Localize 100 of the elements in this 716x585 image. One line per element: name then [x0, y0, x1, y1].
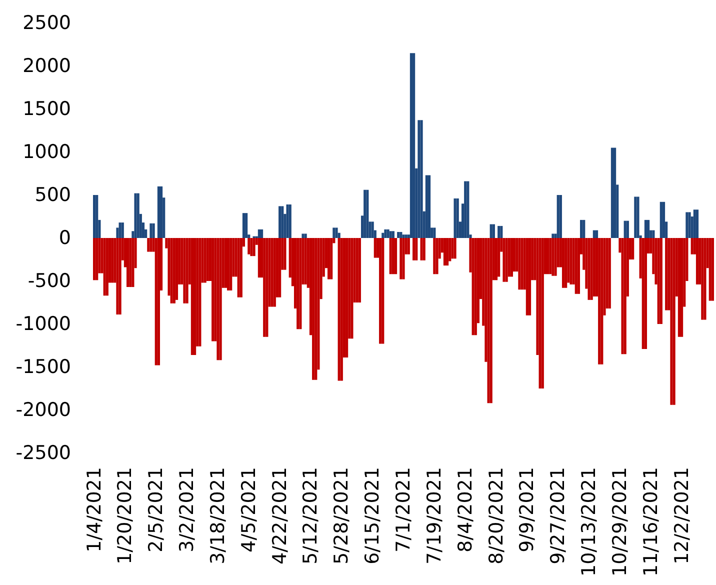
bar	[350, 238, 354, 339]
bar	[505, 238, 508, 282]
bar	[570, 238, 572, 284]
bar	[260, 229, 264, 238]
bar	[183, 238, 186, 304]
x-tick-label: 4/5/2021	[238, 467, 260, 552]
x-tick-label: 10/13/2021	[578, 467, 600, 577]
bar	[206, 238, 209, 281]
x-tick-label: 1/4/2021	[83, 467, 106, 552]
bar	[400, 238, 402, 280]
bar	[160, 186, 163, 238]
y-tick-label: 1000	[22, 141, 71, 163]
bar	[407, 238, 410, 254]
x-tick-label: 7/19/2021	[423, 467, 446, 564]
bar	[592, 230, 596, 238]
bar	[157, 238, 160, 366]
bar	[96, 195, 98, 238]
y-tick-label: 0	[58, 227, 71, 249]
bar	[402, 238, 405, 280]
bar	[564, 238, 568, 288]
bar	[126, 238, 130, 288]
bar	[332, 228, 336, 238]
bar	[245, 213, 248, 238]
bar	[296, 238, 300, 330]
bar	[212, 238, 214, 342]
bar	[121, 222, 124, 238]
bar	[693, 210, 696, 238]
bar	[588, 238, 590, 300]
bar	[657, 238, 660, 324]
bar	[446, 238, 449, 266]
bar	[498, 238, 500, 277]
bar	[312, 238, 315, 380]
bar	[273, 238, 276, 307]
bar	[286, 204, 289, 238]
y-tick-label: 1500	[22, 98, 71, 120]
bar	[420, 120, 423, 238]
bar	[190, 238, 194, 355]
bar	[686, 212, 688, 238]
y-tick-label: -1000	[16, 313, 71, 335]
bar	[708, 238, 712, 301]
bar	[425, 175, 428, 238]
bar	[614, 148, 616, 238]
bar	[492, 224, 495, 238]
bar	[632, 238, 634, 260]
bar	[384, 229, 387, 238]
bar	[538, 238, 542, 388]
bar	[456, 198, 459, 238]
bar	[252, 238, 256, 256]
bar	[204, 238, 206, 283]
bar	[134, 193, 137, 238]
bar	[327, 238, 330, 280]
x-tick-label: 8/20/2021	[485, 467, 508, 564]
bar	[371, 222, 374, 238]
bar	[397, 232, 400, 238]
bar	[420, 238, 423, 260]
bar	[364, 190, 366, 238]
bar	[335, 228, 338, 238]
bar	[472, 238, 474, 336]
bar	[490, 224, 492, 238]
bar	[250, 238, 253, 256]
bar	[111, 238, 114, 283]
x-tick-label: 10/29/2021	[608, 467, 631, 577]
x-tick-label: 5/12/2021	[300, 467, 322, 564]
bar	[284, 238, 286, 270]
bar	[636, 196, 640, 238]
bar	[304, 234, 307, 238]
x-tick-label: 3/18/2021	[206, 467, 229, 564]
bar	[418, 120, 420, 238]
y-tick-label: 500	[34, 184, 71, 206]
bar	[549, 238, 552, 274]
bar	[436, 238, 438, 274]
bar	[358, 238, 361, 302]
bar	[402, 234, 405, 238]
bar	[299, 238, 302, 330]
bar	[258, 229, 260, 238]
bar	[278, 238, 282, 298]
bar	[150, 223, 152, 238]
bar	[582, 220, 586, 238]
bar	[278, 206, 282, 238]
bar	[580, 220, 583, 238]
bar	[647, 220, 650, 238]
bar	[600, 238, 604, 364]
bar	[433, 238, 436, 274]
bar	[224, 238, 227, 288]
bar	[474, 238, 477, 336]
x-tick-label: 1/20/2021	[114, 467, 136, 564]
bar	[502, 238, 506, 282]
bar	[590, 238, 593, 300]
y-tick-label: -2000	[16, 399, 71, 421]
x-tick-label: 7/1/2021	[392, 467, 414, 552]
bar	[394, 238, 398, 274]
bar	[624, 238, 626, 354]
bar	[118, 238, 122, 315]
bar	[412, 53, 416, 238]
x-tick-label: 9/9/2021	[516, 467, 538, 552]
y-tick-label: -500	[28, 270, 71, 292]
x-tick-label: 12/2/2021	[670, 467, 693, 564]
bar	[500, 226, 503, 238]
x-tick-label: 3/2/2021	[176, 467, 198, 552]
bar	[422, 238, 426, 260]
